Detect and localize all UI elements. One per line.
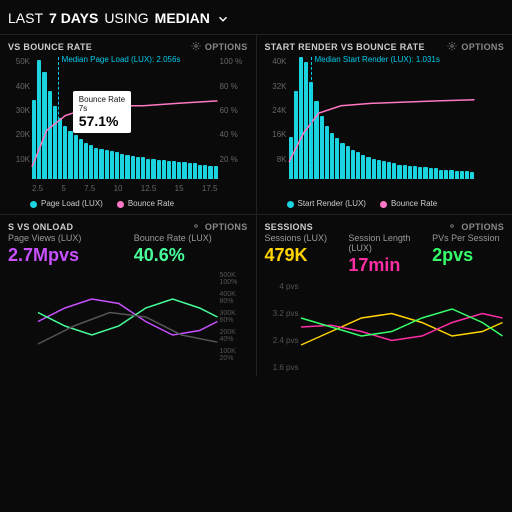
chevron-down-icon[interactable] xyxy=(216,10,230,26)
header: LAST 7 DAYS USING MEDIAN xyxy=(0,0,512,34)
gear-icon xyxy=(447,41,457,53)
panel-title: VS BOUNCE RATE xyxy=(8,42,92,52)
panel-start-render: START RENDER VS BOUNCE RATE OPTIONS 40K3… xyxy=(256,34,512,214)
metric: Session Length (LUX)17min xyxy=(348,233,420,276)
legend-item: Bounce Rate xyxy=(117,199,174,208)
panel-title: SESSIONS xyxy=(265,222,313,232)
legend-item: Start Render (LUX) xyxy=(287,199,366,208)
legend-item: Bounce Rate xyxy=(380,199,437,208)
chart1-plot: 50K40K30K20K10K 100 %80 %60 %40 %20 % Me… xyxy=(8,57,248,197)
header-mid: USING xyxy=(104,10,148,26)
tooltip: Bounce Rate 7s 57.1% xyxy=(73,91,131,133)
gear-icon xyxy=(447,221,457,233)
header-days: 7 DAYS xyxy=(49,10,98,26)
header-metric: MEDIAN xyxy=(155,10,210,26)
top-charts-row: VS BOUNCE RATE OPTIONS 50K40K30K20K10K 1… xyxy=(0,34,512,214)
panel-title: START RENDER VS BOUNCE RATE xyxy=(265,42,425,52)
panel-sessions: SESSIONS OPTIONS Sessions (LUX)479K Sessi… xyxy=(256,214,512,376)
panel3-chart: 500K 100%400K 80%300K 60%200K 40%100K 20… xyxy=(8,272,248,362)
median-label: Median Page Load (LUX): 2.056s xyxy=(62,55,181,64)
panel-title: S VS ONLOAD xyxy=(8,222,73,232)
metric: PVs Per Session2pvs xyxy=(432,233,504,276)
options-button[interactable]: OPTIONS xyxy=(447,41,504,53)
bottom-row: S VS ONLOAD OPTIONS Page Views (LUX)2.7M… xyxy=(0,214,512,376)
panel-onload: S VS ONLOAD OPTIONS Page Views (LUX)2.7M… xyxy=(0,214,256,376)
header-prefix: LAST xyxy=(8,10,43,26)
gear-icon xyxy=(191,221,201,233)
metric: Bounce Rate (LUX)40.6% xyxy=(134,233,248,266)
options-button[interactable]: OPTIONS xyxy=(447,221,504,233)
options-button[interactable]: OPTIONS xyxy=(191,41,248,53)
metric: Page Views (LUX)2.7Mpvs xyxy=(8,233,122,266)
panel-bounce-rate: VS BOUNCE RATE OPTIONS 50K40K30K20K10K 1… xyxy=(0,34,256,214)
metric: Sessions (LUX)479K xyxy=(265,233,337,276)
median-label: Median Start Render (LUX): 1.031s xyxy=(314,55,439,64)
panel4-chart: 4 pvs3.2 pvs2.4 pvs1.6 pvs xyxy=(265,282,505,372)
chart2-plot: 40K32K24K16K8K Median Start Render (LUX)… xyxy=(265,57,505,197)
chart1-legend: Page Load (LUX) Bounce Rate xyxy=(8,197,248,210)
options-button[interactable]: OPTIONS xyxy=(191,221,248,233)
legend-item: Page Load (LUX) xyxy=(30,199,103,208)
chart2-legend: Start Render (LUX) Bounce Rate xyxy=(265,197,505,210)
gear-icon xyxy=(191,41,201,53)
